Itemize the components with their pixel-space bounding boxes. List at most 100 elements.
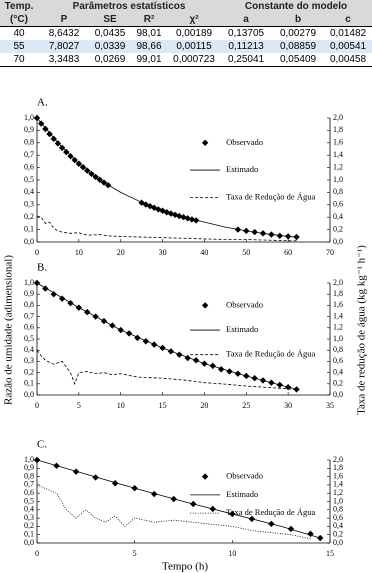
table-row: Temp. Parâmetros estatísticos Constante do…	[0, 0, 372, 13]
table-cell: 0,05409	[272, 53, 325, 67]
table-cell: 0,0269	[90, 53, 130, 67]
data-point	[317, 534, 324, 542]
data-point	[46, 130, 53, 138]
group-header: Temp.	[0, 0, 38, 13]
y-tick-label: 0,7	[24, 311, 34, 320]
table-row: 40 8,6432 0,0435 98,01 0,00189 0,13705 0,00279…	[0, 27, 372, 41]
data-point	[217, 366, 225, 373]
table-cell: 0,00541	[324, 40, 372, 53]
panel-label: A.	[37, 97, 48, 109]
table-cell: 0,25041	[220, 53, 273, 67]
x-tick-label: 35	[326, 401, 334, 410]
x-tick-label: 10	[228, 549, 236, 558]
parameter-table: Temp. Parâmetros estatísticos Constante do…	[0, 0, 372, 67]
y2-tick-label: 0,6	[333, 513, 343, 522]
data-point	[226, 368, 233, 375]
y-tick-label: 0,0	[24, 390, 34, 399]
legend-marker	[201, 302, 209, 309]
legend-label: Taxa de Redução de Água	[226, 349, 315, 359]
column-header: R²	[130, 13, 168, 27]
x-tick-label: 0	[35, 248, 39, 257]
y2-tick-label: 0,6	[333, 200, 343, 209]
y-tick-label: 0,3	[24, 513, 34, 522]
data-point	[50, 135, 57, 143]
y-tick-label: 0,4	[24, 505, 34, 514]
x-tick-label: 0	[35, 401, 39, 410]
y-tick-label: 0,1	[24, 530, 34, 539]
y-tick-label: 0,4	[24, 345, 34, 354]
y2-tick-label: 1,6	[333, 471, 343, 480]
legend-label: Taxa de Redução de Água	[226, 191, 315, 201]
legend-label: Observado	[226, 137, 263, 147]
y2-tick-label: 1,2	[333, 323, 343, 332]
y2-tick-label: 0,6	[333, 356, 343, 365]
table-cell: 0,0435	[94, 28, 126, 39]
y2-tick-label: 0,0	[333, 390, 343, 399]
table-cell: 0,00189	[175, 28, 213, 39]
data-point	[50, 291, 57, 298]
series-line	[36, 459, 321, 539]
column-header: SE	[90, 13, 130, 27]
y2-tick-label: 0,2	[333, 530, 343, 539]
x-tick-label: 50	[242, 248, 250, 257]
y2-tick-label: 1,4	[333, 480, 343, 489]
table-cell: 7,8027	[38, 40, 90, 53]
y-tick-label: 0,6	[24, 488, 34, 497]
y2-tick-label: 1,4	[333, 150, 343, 159]
table-cell: 0,13705	[227, 28, 265, 39]
y-tick-label: 0,8	[24, 138, 34, 147]
x-tick-label: 20	[200, 401, 208, 410]
y2-tick-label: 1,8	[333, 463, 343, 472]
y2-tick-label: 0,0	[333, 237, 343, 246]
table-row: (°C) P SE R² χ² a b c	[0, 13, 372, 27]
column-header: (°C)	[0, 13, 38, 27]
y-tick-label: 0,1	[24, 224, 34, 233]
y2-tick-label: 0,4	[333, 367, 343, 376]
legend-label: Estimado	[226, 324, 258, 334]
column-header: c	[324, 13, 372, 27]
x-axis-title: Tempo (h)	[162, 561, 208, 573]
y-tick-label: 0,8	[24, 300, 34, 309]
table-cell: 0,0339	[90, 40, 130, 53]
y-tick-label: 0,7	[24, 480, 34, 489]
y-tick-label: 0,8	[24, 471, 34, 480]
y-tick-label: 0,7	[24, 150, 34, 159]
y-tick-label: 0,2	[24, 521, 34, 530]
column-header: a	[220, 13, 273, 27]
y-tick-label: 0,5	[24, 175, 34, 184]
data-point	[142, 338, 150, 345]
table-cell: 0,000723	[168, 53, 221, 67]
y2-tick-label: 0,8	[333, 187, 343, 196]
legend-label: Observado	[226, 299, 263, 309]
y-tick-label: 0,9	[24, 289, 34, 298]
legend-label: Taxa de Redução de Água	[226, 507, 315, 517]
y2-tick-label: 1,8	[333, 289, 343, 298]
series-line	[36, 349, 297, 390]
table-cell: 8,6432	[48, 28, 80, 39]
table-cell: 0,00458	[324, 53, 372, 67]
data-point	[111, 480, 119, 487]
column-header: b	[272, 13, 325, 27]
y2-tick-label: 1,0	[333, 175, 343, 184]
data-point	[58, 144, 66, 152]
group-header: Parâmetros estatísticos	[38, 0, 221, 13]
column-header: χ²	[168, 13, 221, 27]
y2-axis-title: Taxa de redução de água (kg kg⁻¹ h⁻¹)	[356, 245, 368, 415]
y2-tick-label: 2,0	[333, 113, 343, 122]
table-cell: 55	[0, 40, 38, 53]
x-tick-label: 5	[77, 401, 81, 410]
y-tick-label: 0,6	[24, 323, 34, 332]
x-tick-label: 0	[35, 549, 39, 558]
data-point	[151, 490, 158, 498]
y2-tick-label: 0,2	[333, 224, 343, 233]
table-cell: 70	[0, 53, 38, 67]
y2-tick-label: 0,0	[333, 538, 343, 547]
y2-tick-label: 1,6	[333, 300, 343, 309]
legend-marker	[201, 139, 209, 146]
series-line	[36, 117, 297, 238]
y2-tick-label: 1,2	[333, 488, 343, 497]
y-tick-label: 1,0	[24, 113, 34, 122]
data-point	[92, 474, 99, 481]
x-tick-label: 60	[284, 248, 292, 257]
